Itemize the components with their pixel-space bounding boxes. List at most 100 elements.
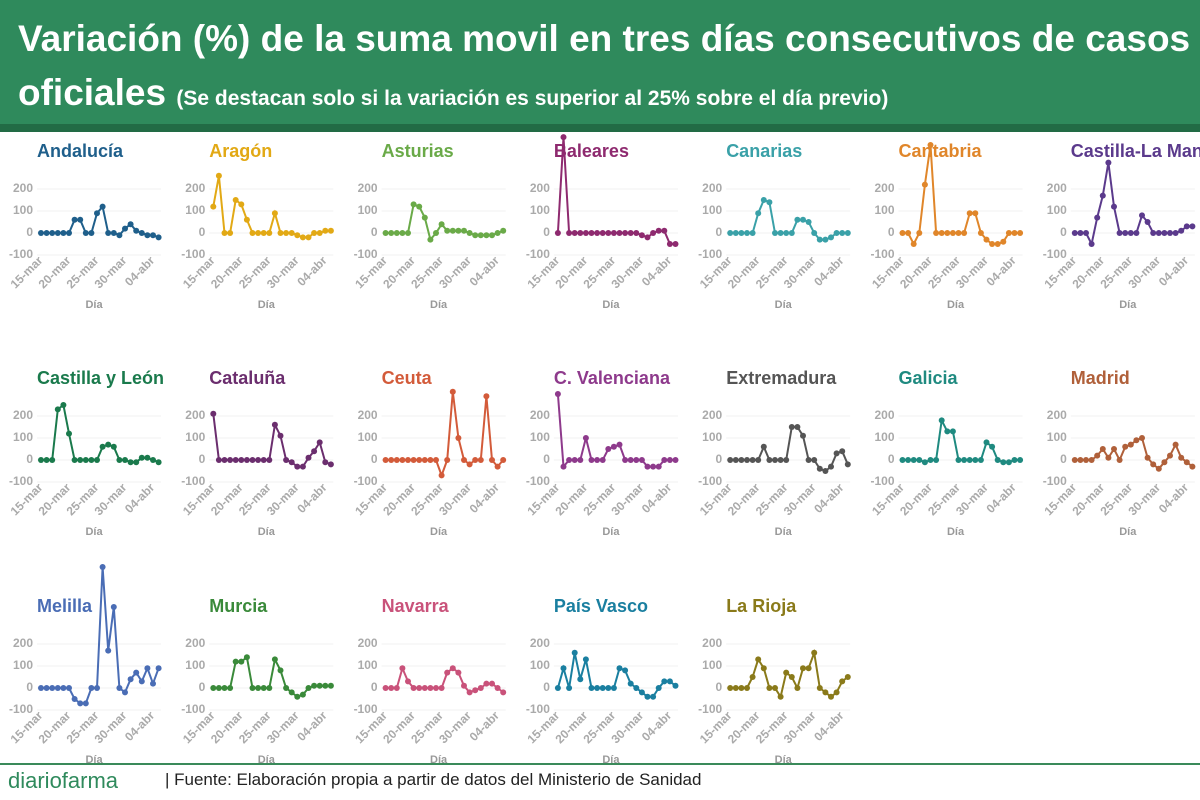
data-point [1105,159,1112,166]
data-point [288,689,295,696]
data-point [627,230,634,236]
data-point [633,457,640,463]
data-point [622,457,629,463]
data-point [633,230,640,236]
data-point [416,685,423,691]
data-point [1161,230,1168,236]
data-point [760,443,767,450]
x-tick-label: 04-abr [122,480,158,516]
data-point [1155,230,1162,236]
data-point [633,685,640,691]
data-point [766,685,773,691]
data-point [744,685,750,691]
panel-title: Baleares [554,141,629,161]
data-point [449,388,456,395]
series-line [556,652,677,698]
data-point [972,457,979,463]
data-point [672,457,679,463]
data-point [1189,463,1196,470]
data-point [738,457,745,463]
data-point [49,685,56,691]
data-point [1099,192,1106,199]
data-point [227,685,234,691]
data-point [566,457,573,463]
y-tick-label: -100 [526,247,550,261]
data-point [277,432,284,439]
y-tick-label: 100 [530,203,550,217]
data-point [1161,459,1168,466]
data-point [127,221,134,228]
data-point [650,463,657,470]
data-point [577,230,584,236]
x-tick-label: 30-mar [264,253,302,291]
data-point [1077,230,1084,236]
data-point [94,457,100,463]
data-point [1011,230,1018,236]
data-point [77,216,84,223]
data-point [571,457,578,463]
data-point [455,227,462,234]
x-axis-label: Día [85,754,103,766]
y-tick-label: 100 [874,203,894,217]
data-point [1116,230,1123,236]
data-point [243,654,250,661]
data-point [977,457,984,463]
data-point [105,441,112,448]
data-point [822,468,829,474]
data-point [127,459,134,466]
data-point [455,435,462,441]
data-point [138,678,145,685]
data-point [927,457,934,463]
data-point [788,230,795,236]
data-point [554,391,561,397]
panel: Navarra-100010020015-mar20-mar25-mar30-m… [352,596,507,766]
y-tick-label: 100 [874,430,894,444]
data-point [594,457,601,463]
data-point [43,457,50,463]
data-point [1077,457,1084,463]
y-tick-label: -100 [9,247,33,261]
data-point [661,227,668,234]
data-point [277,667,284,674]
panel: Murcia-100010020015-mar20-mar25-mar30-ma… [180,596,334,766]
data-point [844,230,851,236]
y-tick-label: -100 [870,474,894,488]
y-tick-label: 0 [716,225,723,239]
data-point [833,230,840,236]
data-point [844,674,851,680]
data-point [638,689,645,696]
y-tick-label: 0 [543,225,550,239]
data-point [311,682,318,689]
x-tick-label: 04-abr [122,253,158,289]
x-tick-label: 04-abr [639,253,675,289]
data-point [221,230,228,236]
data-point [650,230,657,236]
data-point [438,221,445,228]
data-point [816,465,823,472]
data-point [500,689,507,696]
data-point [461,682,467,689]
y-tick-label: 100 [1047,430,1067,444]
data-point [54,685,61,691]
data-point [828,463,834,470]
data-point [844,461,851,468]
data-point [1178,227,1185,234]
y-tick-label: 100 [13,430,33,444]
panel-title: Canarias [726,141,802,161]
x-tick-label: 30-mar [92,708,130,746]
data-point [77,700,84,707]
chart-subtitle: (Se destacan solo si la variación es sup… [176,87,889,110]
y-tick-label: -100 [698,474,722,488]
data-point [433,230,439,236]
panel-title: Castilla y León [37,368,164,388]
data-point [800,216,806,223]
data-point [582,435,589,441]
data-point [772,685,778,691]
data-point [839,448,846,455]
data-point [405,230,411,236]
data-point [227,230,234,236]
data-point [588,457,595,463]
data-point [944,230,951,236]
y-tick-label: 200 [358,636,378,650]
data-point [66,685,72,691]
